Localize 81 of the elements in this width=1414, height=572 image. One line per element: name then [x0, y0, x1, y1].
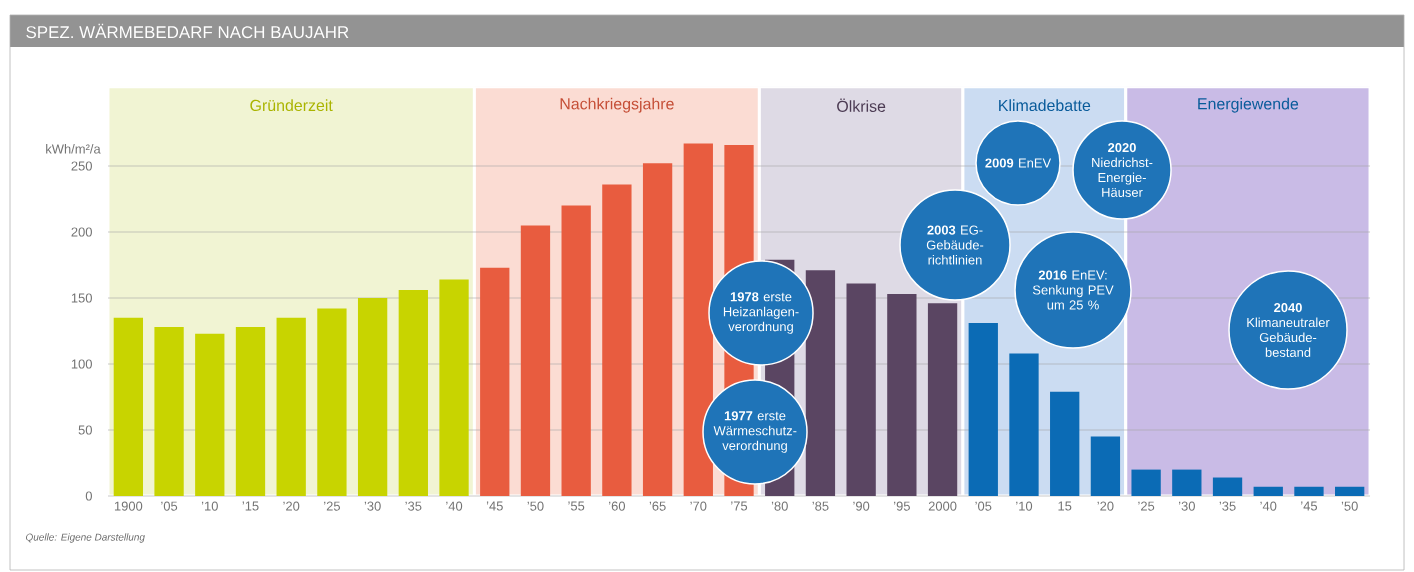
x-tick-label: ’35 — [405, 501, 422, 511]
annotation: 1977 erste Wärmeschutz-verordnung — [713, 411, 797, 453]
annotation: 2003 EG-Gebäude-richtlinien — [926, 225, 984, 265]
x-tick-label: ’05 — [975, 501, 992, 511]
band-label: Nachkriegsjahre — [560, 97, 674, 113]
x-tick-label: ’65 — [649, 501, 666, 511]
bar — [1172, 469, 1202, 496]
x-tick-label: ’50 — [527, 501, 544, 511]
bar — [480, 267, 510, 496]
annotation: 2009 EnEV — [985, 158, 1052, 168]
bar — [1131, 469, 1161, 496]
x-tick-label: ’60 — [609, 501, 626, 511]
source-note: Quelle: Eigene Darstellung — [26, 533, 145, 543]
annotation: 2040 Klimaneutraler Gebäude-bestand — [1247, 302, 1330, 357]
band-label: Energiewende — [1198, 97, 1299, 113]
x-tick-label: ’05 — [161, 501, 178, 511]
x-tick-label: ’55 — [568, 501, 585, 511]
bar — [235, 327, 266, 496]
x-tick-label: ’20 — [1097, 501, 1114, 511]
x-tick-label: ’30 — [1178, 501, 1195, 511]
bar — [317, 308, 347, 496]
x-tick-label: ’95 — [894, 501, 910, 511]
bar — [439, 279, 469, 496]
x-tick-label: 2000 — [928, 501, 957, 511]
x-tick-label: ’10 — [201, 501, 218, 511]
bar — [1050, 391, 1080, 496]
bar — [1090, 436, 1121, 496]
bar — [927, 303, 958, 496]
bar — [561, 205, 591, 496]
y-tick-label: 0 — [85, 491, 92, 501]
x-tick-label: ’40 — [446, 501, 463, 511]
y-tick-label: 100 — [71, 359, 92, 369]
y-tick-label: 150 — [71, 293, 92, 303]
x-tick-label: ’45 — [1301, 501, 1318, 511]
x-tick-label: ’70 — [690, 501, 707, 511]
x-tick-label: ’90 — [853, 501, 870, 511]
x-tick-label: ’25 — [1138, 501, 1155, 511]
x-tick-label: ’15 — [242, 501, 259, 511]
bar — [602, 184, 632, 496]
bar — [1212, 477, 1243, 496]
x-tick-label: ’85 — [812, 501, 829, 511]
bar — [398, 290, 428, 496]
x-tick-label: ’10 — [1016, 501, 1033, 511]
y-axis-title: kWh/m²/a — [46, 144, 101, 154]
bar — [683, 143, 713, 496]
bar — [520, 225, 551, 496]
x-tick-label: ’20 — [283, 501, 300, 511]
x-tick-label: ’45 — [486, 501, 503, 511]
bar — [1335, 486, 1365, 496]
x-tick-label: ’25 — [324, 501, 340, 511]
annotation: 2016 EnEV: Senkung PEV um 25 % — [1032, 270, 1114, 310]
bar — [357, 298, 388, 496]
y-tick-label: 200 — [71, 227, 92, 237]
bar — [276, 317, 306, 496]
band-label: Klimadebatte — [999, 99, 1091, 112]
bar — [1253, 486, 1283, 496]
x-tick-label: ’75 — [731, 501, 748, 511]
chart-title: SPEZ. WÄRMEBEDARF NACH BAUJAHR — [26, 23, 349, 39]
x-tick-label: ’35 — [1219, 501, 1236, 511]
x-tick-label: ’30 — [364, 501, 381, 511]
bar — [642, 163, 673, 496]
annotation: 1978 erste Heizanlagen-verordnung — [723, 292, 799, 334]
x-tick-label: ’40 — [1260, 501, 1277, 511]
x-tick-label: ’50 — [1341, 501, 1358, 511]
bar — [887, 294, 917, 496]
annotation: 2020 Niedrichst-Energie-Häuser — [1092, 142, 1153, 197]
bar — [154, 327, 184, 496]
bar — [113, 317, 144, 496]
bar — [195, 333, 225, 496]
band-label: Ölkrise — [837, 98, 886, 112]
x-tick-label: ’80 — [771, 501, 788, 511]
y-tick-label: 50 — [78, 425, 92, 435]
x-tick-label: 1900 — [114, 501, 143, 511]
bar — [1294, 486, 1324, 496]
x-tick-label: 15 — [1058, 501, 1072, 511]
y-tick-label: 250 — [71, 161, 92, 171]
bar — [805, 270, 836, 496]
bar — [846, 283, 876, 496]
band-label: Gründerzeit — [250, 99, 333, 112]
bar — [968, 323, 998, 496]
bar — [1009, 353, 1039, 496]
